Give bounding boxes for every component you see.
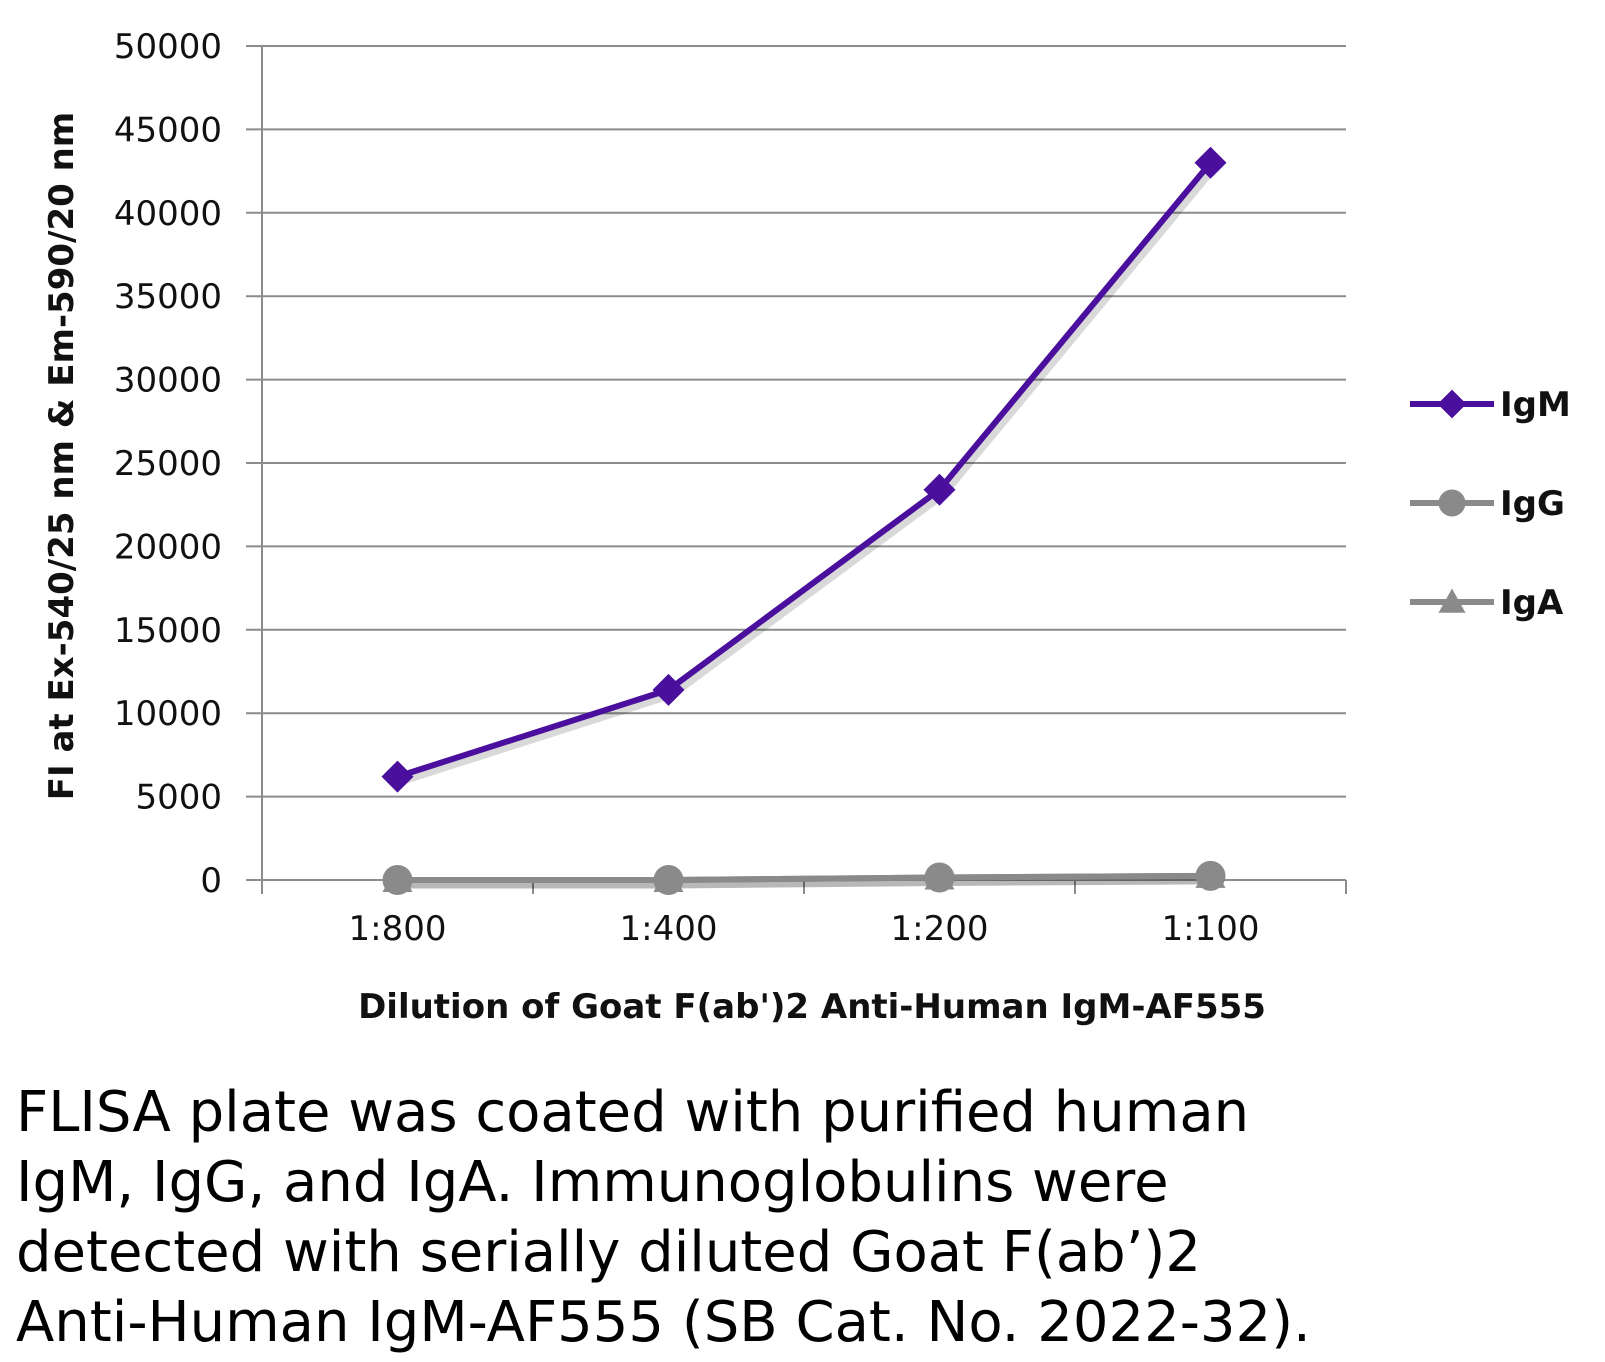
y-tick-label: 5000 <box>135 778 222 818</box>
legend-marker-igm <box>1437 389 1467 419</box>
data-point-igm <box>923 473 956 506</box>
data-point-igg <box>924 862 955 893</box>
legend-item-igg: IgG <box>1410 484 1565 524</box>
y-tick-label: 50000 <box>114 27 222 67</box>
y-tick-label: 10000 <box>114 694 222 734</box>
axes <box>246 46 1347 894</box>
x-tick-labels: 1:800 1:400 1:200 1:100 <box>349 909 1260 949</box>
y-tick-label: 25000 <box>114 444 222 484</box>
y-tick-label: 35000 <box>114 277 222 317</box>
caption-line: FLISA plate was coated with purified hum… <box>16 1080 1250 1145</box>
data-point-igm <box>1194 146 1227 179</box>
y-tick-labels: 0 5000 10000 15000 20000 25000 30000 35000 40000… <box>114 27 222 901</box>
series-line-igm <box>396 160 1213 780</box>
legend-label-igg: IgG <box>1500 484 1565 524</box>
data-point-igm <box>381 760 414 793</box>
line-chart: 0 5000 10000 15000 20000 25000 30000 35000 40000… <box>42 27 1571 1027</box>
gridlines <box>246 45 1346 798</box>
y-tick-label: 45000 <box>114 110 222 150</box>
y-tick-label: 15000 <box>114 611 222 651</box>
data-point-igg <box>382 865 413 895</box>
x-tick-label: 1:100 <box>1162 909 1260 949</box>
series-shadow-iga <box>401 877 1215 889</box>
legend-marker-iga <box>1438 588 1466 613</box>
y-tick-label: 20000 <box>114 527 222 567</box>
legend-item-igm: IgM <box>1410 385 1571 425</box>
figure-caption: FLISA plate was coated with purified hum… <box>16 1078 1576 1358</box>
caption-line: IgM, IgG, and IgA. Immunoglobulins were <box>16 1150 1169 1215</box>
x-tick-label: 1:200 <box>891 909 989 949</box>
y-tick-label: 30000 <box>114 361 222 401</box>
y-tick-label: 0 <box>200 861 222 901</box>
caption-line: Anti-Human IgM-AF555 (SB Cat. No. 2022-3… <box>16 1290 1311 1355</box>
data-point-igm <box>652 673 685 706</box>
series-line-igg <box>397 872 1211 883</box>
legend-item-iga: IgA <box>1410 583 1564 623</box>
series-layer <box>381 146 1227 895</box>
y-tick-label: 40000 <box>114 194 222 234</box>
caption-line: detected with serially diluted Goat F(ab… <box>16 1220 1201 1285</box>
series-shadow-igm <box>400 165 1218 785</box>
y-axis-title: FI at Ex-540/25 nm & Em-590/20 nm <box>42 112 82 800</box>
x-axis-title: Dilution of Goat F(ab')2 Anti-Human IgM-… <box>358 987 1266 1027</box>
x-tick-label: 1:400 <box>620 909 718 949</box>
x-tick-label: 1:800 <box>349 909 447 949</box>
legend-marker-igg <box>1438 489 1466 517</box>
legend-label-iga: IgA <box>1500 583 1564 623</box>
legend: IgM IgG IgA <box>1410 385 1571 623</box>
series-shadow-igg <box>401 877 1215 889</box>
data-point-igg <box>1195 860 1226 891</box>
legend-label-igm: IgM <box>1500 385 1571 425</box>
data-point-igg <box>653 865 684 895</box>
